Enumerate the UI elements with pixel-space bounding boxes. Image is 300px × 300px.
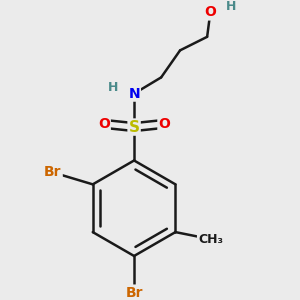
Text: N: N [128,87,140,100]
Text: O: O [204,5,216,20]
Text: O: O [98,117,110,131]
Text: H: H [108,81,118,94]
Text: S: S [129,120,140,135]
Text: Br: Br [125,286,143,300]
Text: CH₃: CH₃ [198,232,223,246]
Text: O: O [158,117,170,131]
Text: Br: Br [44,165,62,179]
Text: H: H [226,0,236,13]
